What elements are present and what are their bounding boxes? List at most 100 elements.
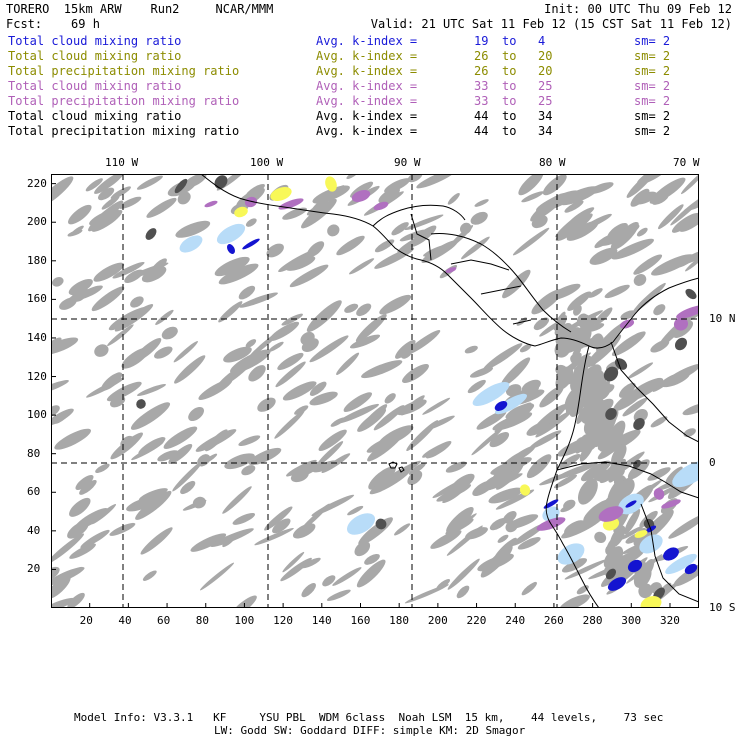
cloud-streak	[639, 509, 674, 543]
ecuador-coast	[545, 469, 600, 608]
legend-kindex-label: Avg. k-index =	[316, 124, 418, 138]
cloud-streak	[71, 225, 84, 235]
cloud-streak	[136, 175, 163, 190]
purple-area	[653, 488, 665, 500]
cloud-streak	[356, 559, 386, 588]
cloud-streak	[52, 276, 64, 287]
cloud-streak	[224, 453, 255, 470]
ecuador-border	[556, 461, 666, 483]
cloud-streak	[588, 288, 603, 298]
y-tick-label: 100	[27, 408, 47, 422]
purple-area	[351, 190, 371, 202]
cloud-streak	[108, 307, 147, 331]
cloud-streak	[294, 405, 309, 415]
cloud-streak	[216, 361, 252, 389]
cloud-streak	[140, 527, 173, 555]
cloud-streak	[51, 405, 60, 417]
cloud-streak	[521, 581, 537, 596]
cloud-streak	[118, 196, 142, 209]
blue-cloud-area	[543, 499, 559, 509]
cloud-streak	[683, 428, 696, 437]
cloud-streak	[238, 285, 256, 300]
cloud-streak	[604, 284, 630, 299]
light-cloud-area	[346, 513, 376, 535]
cloud-streak	[285, 256, 316, 271]
cloud-streak	[679, 249, 699, 265]
cloud-streak	[432, 476, 471, 499]
legend-row: Total cloud mixing ratio Avg. k-index = 26…	[8, 49, 728, 64]
valid-time: Valid: 21 UTC Sat 11 Feb 12 (15 CST Sat …	[370, 17, 732, 31]
cloud-streak	[665, 466, 683, 484]
cloud-streak	[106, 381, 142, 402]
convective-cell	[136, 399, 146, 409]
cloud-streak	[559, 186, 599, 206]
init-time: Init: 00 UTC Thu 09 Feb 12	[544, 2, 732, 16]
axis-ticks	[51, 183, 671, 608]
cloud-streak	[474, 199, 489, 207]
cloud-streak	[559, 454, 581, 469]
cloud-streak	[605, 430, 618, 447]
cloud-streak	[447, 192, 460, 205]
legend-kindex-from: 44	[474, 124, 489, 138]
cloud-streak	[589, 247, 618, 265]
legend-smoothing: sm= 2	[634, 124, 671, 138]
legend-smoothing: sm= 2	[634, 94, 671, 108]
cloud-streak	[75, 474, 94, 491]
cloud-streak	[555, 364, 569, 377]
convective-cell	[214, 175, 228, 189]
cloud-streak	[638, 583, 653, 599]
legend-row: Total precipitation mixing ratio Avg. k-i…	[8, 94, 728, 109]
purple-area	[661, 499, 681, 509]
x-tick-label: 320	[659, 614, 680, 627]
cloud-streak	[282, 381, 317, 401]
cloud-streak	[464, 345, 478, 354]
cloud-streak	[154, 346, 173, 359]
cloud-streak	[51, 533, 85, 564]
longitude-label: 80 W	[539, 156, 566, 169]
cloud-streak	[594, 307, 613, 325]
cloud-streak	[510, 402, 532, 417]
legend-smoothing: sm= 2	[634, 49, 671, 63]
cloud-streak	[681, 174, 699, 195]
cloud-streak	[232, 512, 256, 525]
cloud-streak	[469, 366, 494, 378]
cloud-streak	[647, 467, 671, 481]
cloud-streak	[347, 505, 364, 516]
legend-kindex-to: 25	[538, 94, 553, 108]
cloud-streak	[218, 301, 243, 323]
cloud-streak	[88, 200, 124, 232]
cloud-streak	[281, 313, 303, 326]
cloud-streak	[595, 322, 626, 351]
cloud-streak	[138, 488, 168, 502]
cloud-streak	[555, 461, 599, 480]
cloud-streak	[146, 197, 177, 218]
cloud-streak	[581, 315, 597, 340]
cloud-streak	[633, 191, 658, 205]
cloud-streak	[447, 558, 480, 590]
peru-east	[640, 503, 699, 603]
cloud-streak	[188, 406, 205, 422]
legend-kindex-to-word: to	[502, 79, 517, 93]
cloud-streak	[120, 435, 134, 448]
legend-kindex-to-word: to	[502, 109, 517, 123]
cloud-streak	[529, 430, 562, 449]
cloud-streak	[488, 487, 523, 504]
cloud-streak	[354, 541, 371, 557]
mexico-coast	[200, 174, 536, 347]
cloud-streak	[301, 557, 321, 569]
cloud-streak	[190, 533, 227, 552]
convective-cell	[174, 178, 188, 194]
cloud-streak	[51, 566, 85, 586]
legend-row: Total cloud mixing ratio Avg. k-index = 19…	[8, 34, 728, 49]
cloud-streak	[94, 344, 109, 357]
cloud-streak	[446, 507, 474, 533]
cloud-streak	[286, 459, 317, 477]
cloud-streak	[282, 207, 308, 220]
cloud-streak	[292, 523, 316, 539]
cloud-streak	[177, 191, 191, 205]
cloud-streak	[155, 309, 174, 325]
longitude-label: 100 W	[250, 156, 284, 169]
guatemala-border	[410, 213, 432, 261]
yellow-area	[270, 186, 292, 202]
latitude-label: 10 S	[709, 601, 736, 614]
